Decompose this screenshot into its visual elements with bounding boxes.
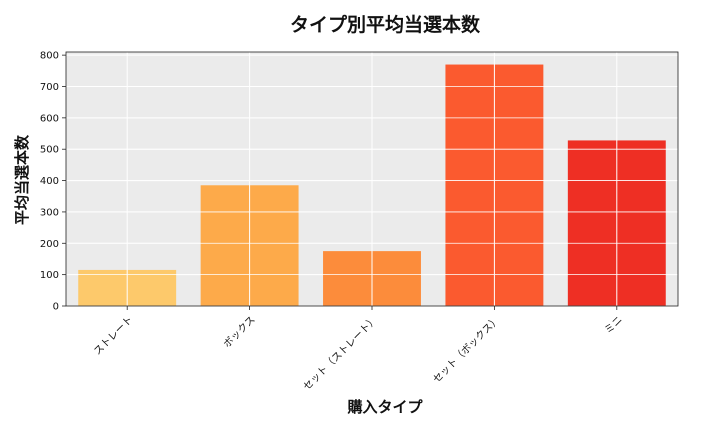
x-tick-label: セット（ボックス） xyxy=(431,314,503,386)
x-axis-label: 購入タイプ xyxy=(346,398,423,416)
y-tick-label: 700 xyxy=(40,82,59,93)
y-tick-label: 800 xyxy=(40,51,59,62)
y-tick-label: 300 xyxy=(40,207,59,218)
y-tick-label: 400 xyxy=(40,176,59,187)
y-axis-ticks: 0 100 200 300 400 500 600 700 800 xyxy=(40,51,66,313)
chart-title: タイプ別平均当選本数 xyxy=(290,13,481,36)
y-tick-label: 600 xyxy=(40,113,59,124)
x-tick-label: ストレート xyxy=(92,314,135,357)
y-tick-label: 200 xyxy=(40,239,59,250)
x-axis-ticks: ストレート ボックス セット（ストレート） セット（ボックス） ミニ xyxy=(92,306,625,393)
y-tick-label: 100 xyxy=(40,270,59,281)
x-tick-label: セット（ストレート） xyxy=(301,314,380,393)
x-tick-label: ミニ xyxy=(603,314,625,336)
y-tick-label: 0 xyxy=(53,302,59,313)
y-axis-label: 平均当選本数 xyxy=(13,134,31,225)
x-tick-label: ボックス xyxy=(221,314,258,351)
y-tick-label: 500 xyxy=(40,145,59,156)
